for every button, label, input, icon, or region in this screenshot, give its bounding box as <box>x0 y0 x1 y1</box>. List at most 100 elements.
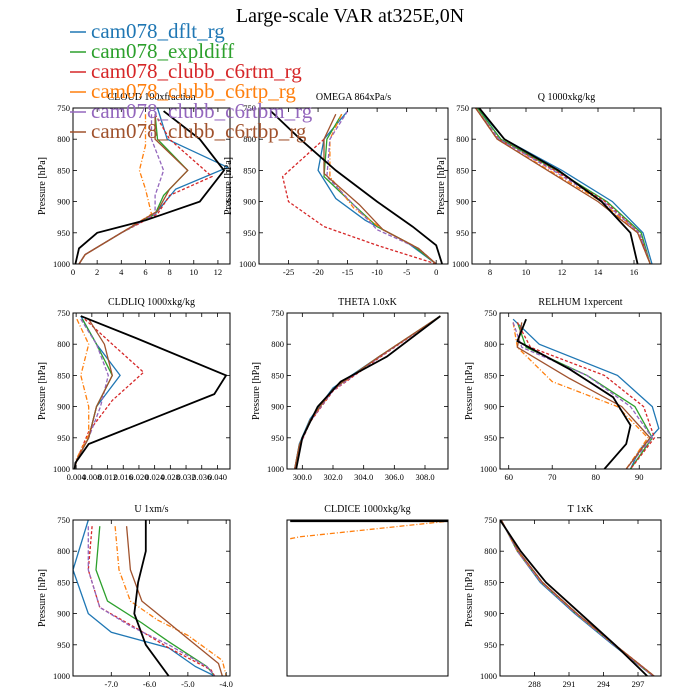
series-line-cam078_clubb_c6rtbp_rg <box>500 520 655 676</box>
figure-title: Large-scale VAR at325E,0N <box>236 5 464 27</box>
series-line-cam078_clubb_c6rtp_rg <box>294 315 441 469</box>
y-tick-label: 850 <box>484 577 497 587</box>
y-tick-label: 800 <box>243 134 256 144</box>
y-tick-label: 900 <box>484 402 497 412</box>
series-group <box>294 315 441 469</box>
series-line-cam078_dflt_rg <box>73 315 121 469</box>
x-tick-label: 288 <box>528 679 541 689</box>
y-tick-label: 1000 <box>53 259 70 269</box>
series-line-cam078_clubb_c6rtm_rg <box>78 113 214 264</box>
y-tick-label: 1000 <box>480 464 497 474</box>
panel-title: CLDICE 1000xkg/kg <box>324 504 410 515</box>
panel-title: U 1xm/s <box>134 504 168 515</box>
x-tick-label: -5 <box>403 267 410 277</box>
series-group <box>73 315 228 469</box>
x-tick-label: 0.020 <box>129 472 148 482</box>
series-line-cam078_expldiff <box>500 520 654 676</box>
panel-title: THETA 1.0xK <box>338 297 397 308</box>
series-line-cam078_clubb_c6rtbm_rg <box>475 108 651 264</box>
series-line-cam078_clubb_c6rtm_rg <box>281 138 437 264</box>
x-tick-label: -20 <box>312 267 323 277</box>
y-tick-label: 750 <box>57 515 70 525</box>
x-tick-label: 2 <box>95 267 99 277</box>
series-line-cam078_expldiff <box>476 108 651 264</box>
x-tick-label: 10 <box>190 267 199 277</box>
x-tick-label: -7.0 <box>105 679 118 689</box>
x-tick-label: 12 <box>214 267 223 277</box>
panel-4: CLDLIQ 1000xkg/kg75080085090095010000.00… <box>37 297 231 482</box>
y-tick-label: 800 <box>456 134 469 144</box>
y-tick-label: 900 <box>456 197 469 207</box>
x-tick-label: 70 <box>548 472 557 482</box>
legend-item: cam078_clubb_c6rtbm_rg <box>70 99 313 123</box>
legend-item: cam078_clubb_c6rtbp_rg <box>70 119 307 143</box>
series-line-black <box>74 110 226 264</box>
series-group <box>475 108 653 264</box>
series-line-cam078_dflt_rg <box>500 520 654 676</box>
x-tick-label: 12 <box>558 267 567 277</box>
y-tick-label: 750 <box>484 515 497 525</box>
x-tick-label: 0.004 <box>67 472 87 482</box>
y-tick-label: 1000 <box>452 259 469 269</box>
y-tick-label: 900 <box>271 402 284 412</box>
y-tick-label: 800 <box>271 339 284 349</box>
plot-frame <box>286 519 449 677</box>
x-tick-label: 0.036 <box>192 472 211 482</box>
y-tick-label: 900 <box>243 197 256 207</box>
series-line-cam078_clubb_c6rtm_rg <box>475 108 651 264</box>
plot-frame <box>471 107 662 265</box>
series-line-cam078_clubb_c6rtm_rg <box>294 315 441 469</box>
series-line-cam078_clubb_c6rtm_rg <box>73 318 145 469</box>
y-tick-label: 950 <box>484 433 497 443</box>
x-tick-label: 8 <box>488 267 492 277</box>
series-line-cam078_expldiff <box>95 526 216 676</box>
x-tick-label: -5.0 <box>181 679 194 689</box>
panel-title: T 1xK <box>568 504 594 515</box>
y-tick-label: 850 <box>57 370 70 380</box>
legend-item: cam078_expldiff <box>70 39 234 63</box>
y-tick-label: 950 <box>484 640 497 650</box>
y-tick-label: 1000 <box>53 464 70 474</box>
y-tick-label: 1000 <box>267 464 284 474</box>
series-line-black <box>478 108 639 264</box>
legend-item: cam078_clubb_c6rtp_rg <box>70 79 296 103</box>
x-tick-label: 80 <box>591 472 600 482</box>
x-tick-label: 16 <box>630 267 639 277</box>
panel-title: RELHUM 1xpercent <box>538 297 622 308</box>
y-tick-label: 950 <box>243 228 256 238</box>
series-line-cam078_expldiff <box>294 315 441 469</box>
series-line-cam078_clubb_c6rtp_rg <box>329 113 437 264</box>
x-tick-label: 8 <box>167 267 171 277</box>
y-tick-label: 850 <box>456 165 469 175</box>
legend-label: cam078_clubb_c6rtm_rg <box>91 59 302 83</box>
series-line-cam078_clubb_c6rtp_rg <box>500 520 654 676</box>
panel-3: Q 1000xkg/kg 750 800 850 900 950 1000 8 10 12 14 16… <box>436 92 662 277</box>
series-group <box>290 520 448 540</box>
y-tick-label: 750 <box>456 103 469 113</box>
y-tick-label: 800 <box>57 134 70 144</box>
y-tick-label: 950 <box>271 433 284 443</box>
y-axis-label: Pressure [hPa] <box>37 362 48 420</box>
plot-frame <box>72 107 231 265</box>
x-tick-label: 294 <box>597 679 611 689</box>
x-tick-label: -6.0 <box>143 679 156 689</box>
x-tick-label: 6 <box>143 267 147 277</box>
y-tick-label: 900 <box>57 197 70 207</box>
series-line-cam078_clubb_c6rtbp_rg <box>125 526 223 676</box>
x-tick-label: 300.0 <box>293 472 312 482</box>
series-line-cam078_clubb_c6rtp_rg <box>475 108 651 264</box>
y-tick-label: 950 <box>57 640 70 650</box>
plot-frame <box>72 312 231 470</box>
x-tick-label: 0.028 <box>161 472 180 482</box>
y-tick-label: 800 <box>57 339 70 349</box>
plot-frame <box>258 107 449 265</box>
series-line-cam078_clubb_c6rtbm_rg <box>512 322 654 469</box>
series-line-cam078_clubb_c6rtbm_rg <box>87 526 216 676</box>
y-tick-label: 1000 <box>239 259 256 269</box>
y-axis-label: Pressure [hPa] <box>37 569 48 627</box>
panel-title: Q 1000xkg/kg <box>538 92 596 103</box>
x-tick-label: 60 <box>504 472 513 482</box>
y-tick-label: 850 <box>57 165 70 175</box>
x-tick-label: 291 <box>563 679 576 689</box>
series-line-cam078_clubb_c6rtbm_rg <box>500 520 654 676</box>
